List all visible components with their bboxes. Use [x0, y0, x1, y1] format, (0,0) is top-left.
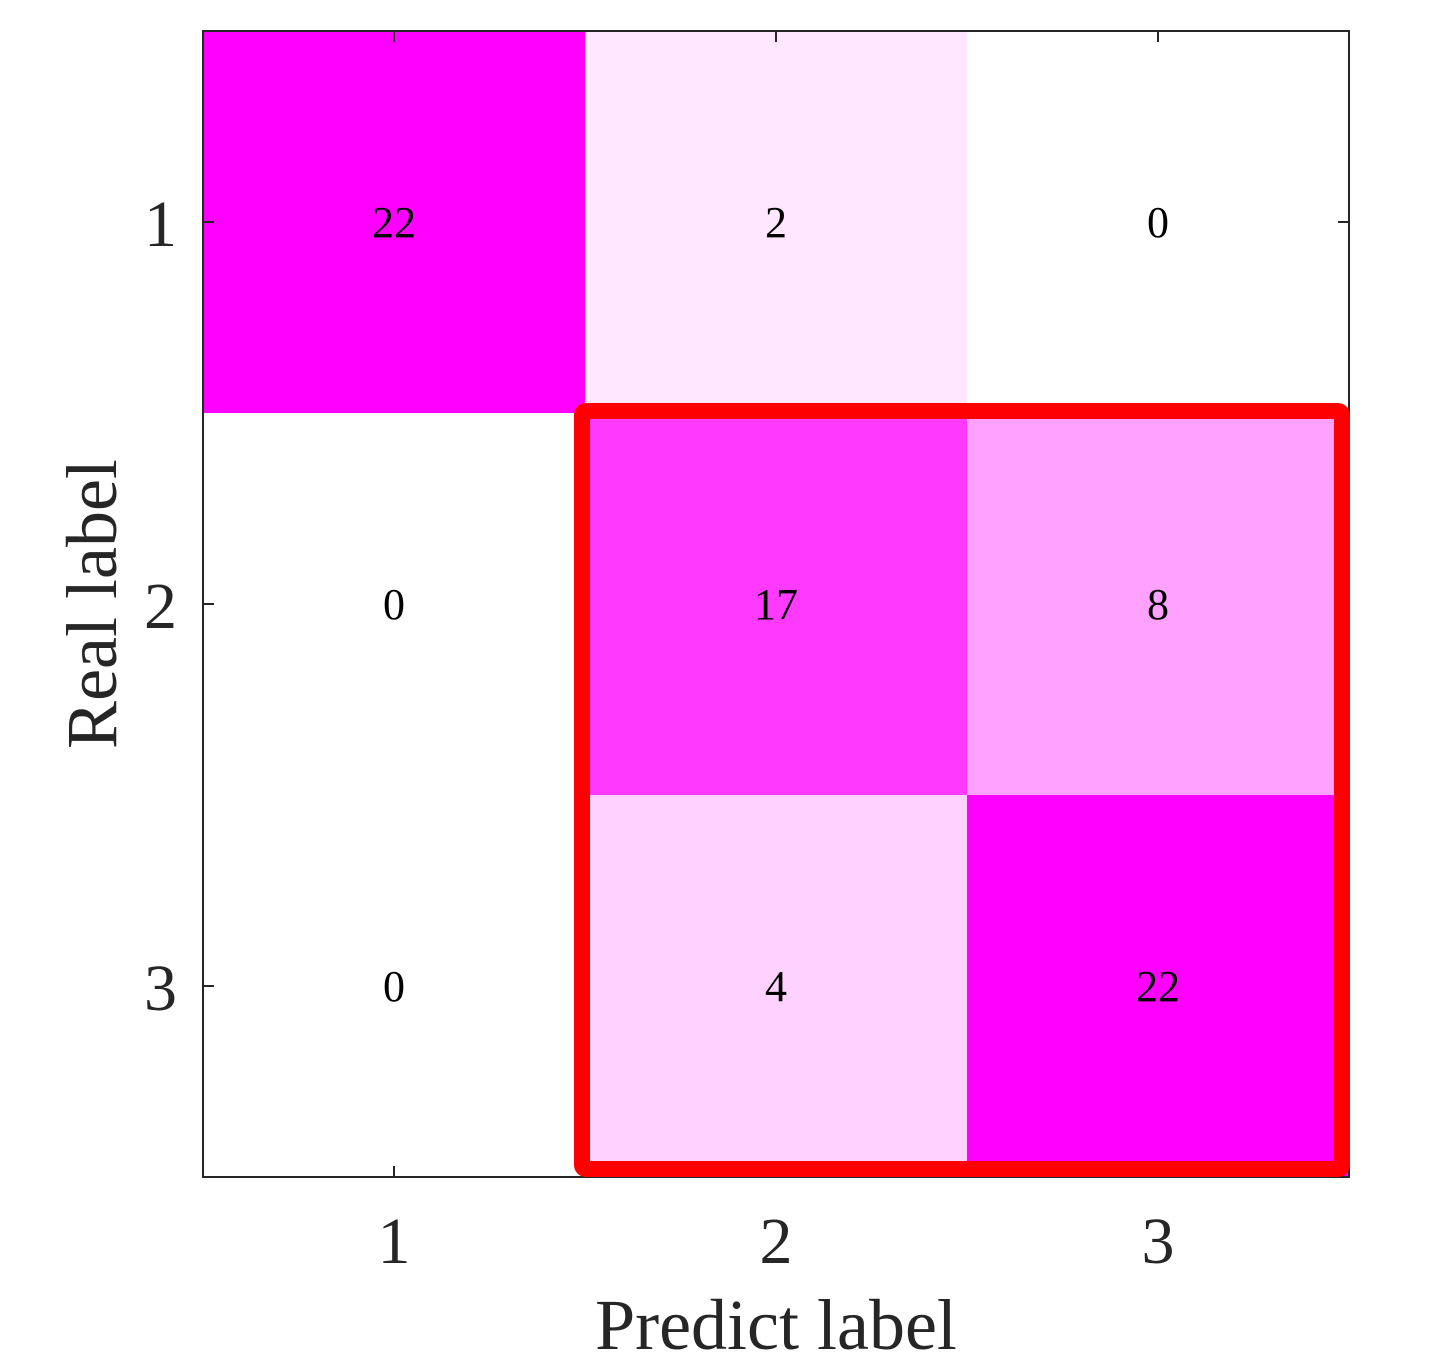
heatmap-cell-r3-c1 [203, 795, 586, 1178]
heatmap-cell-r1-c1 [203, 31, 586, 414]
x-tick-label-2: 2 [760, 1205, 793, 1278]
highlight-box [574, 403, 1350, 1177]
y-tick-label-1: 1 [144, 188, 177, 261]
highlight-rectangle [574, 403, 1350, 1177]
y-tick-label-3: 3 [144, 952, 177, 1025]
heatmap-cell-r2-c3 [967, 413, 1350, 796]
heatmap-cell-r3-c2 [585, 795, 968, 1178]
cell-value-r2-c2: 17 [754, 580, 798, 629]
cell-value-r1-c1: 22 [372, 198, 416, 247]
cell-value-r2-c3: 8 [1147, 580, 1169, 629]
heatmap-cell-r1-c3 [967, 31, 1350, 414]
heatmap-cell-r2-c1 [203, 413, 586, 796]
cell-value-r3-c1: 0 [383, 962, 405, 1011]
y-axis-label: Real label [52, 459, 132, 749]
y-tick-label-2: 2 [144, 570, 177, 643]
cell-value-r2-c1: 0 [383, 580, 405, 629]
cell-value-r1-c3: 0 [1147, 198, 1169, 247]
x-axis-label: Predict label [595, 1285, 957, 1363]
heatmap-cell-r1-c2 [585, 31, 968, 414]
cell-value-r3-c2: 4 [765, 962, 787, 1011]
x-tick-label-1: 1 [378, 1205, 411, 1278]
cell-value-labels: 22 2 00 17 80 4 22 [372, 198, 1180, 1011]
heatmap-cells [203, 31, 1350, 1178]
tick-labels: 1 2 3 1 2 3 [144, 188, 1175, 1278]
cell-value-r3-c3: 22 [1136, 962, 1180, 1011]
heatmap-cell-r3-c3 [967, 795, 1350, 1178]
heatmap-cell-r2-c2 [585, 413, 968, 796]
cell-value-r1-c2: 2 [765, 198, 787, 247]
x-tick-label-3: 3 [1142, 1205, 1175, 1278]
